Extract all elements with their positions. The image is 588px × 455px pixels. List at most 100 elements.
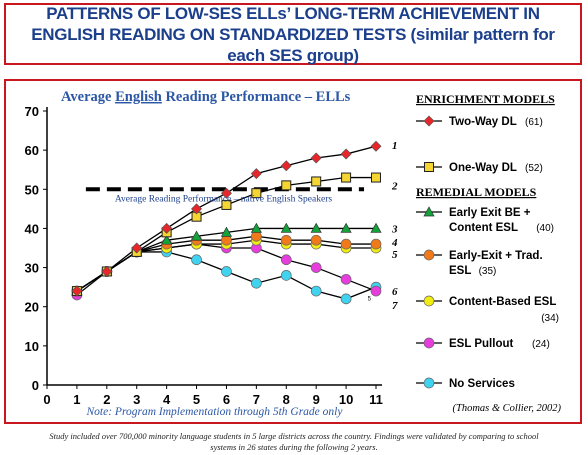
- data-point: [280, 234, 292, 246]
- small-label: 5: [368, 296, 372, 302]
- data-point: [370, 285, 382, 297]
- legend-label-line: Content ESL: [449, 222, 518, 234]
- page-title: PATTERNS OF LOW-SES ELLs’ LONG-TERM ACHI…: [31, 3, 555, 65]
- data-point: [220, 187, 232, 199]
- x-tick-label: 9: [313, 392, 320, 407]
- x-tick-label: 8: [283, 392, 290, 407]
- implementation-note: Note: Program Implementation through 5th…: [86, 406, 344, 418]
- legend-label: Early Exit BE + Content ESL: [449, 207, 531, 234]
- y-tick-label: 0: [32, 378, 39, 393]
- rank-label: 5: [392, 249, 398, 261]
- y-tick-label: 30: [25, 261, 39, 276]
- reference-line-label: Average Reading Performance – native Eng…: [115, 193, 332, 204]
- x-tick-label: 7: [253, 392, 260, 407]
- x-tick-label: 10: [339, 392, 353, 407]
- legend-label-line: ESL Pullout: [449, 338, 513, 350]
- chart-title-part: English: [115, 89, 162, 105]
- study-footnote: Study included over 700,000 minority lan…: [49, 431, 539, 452]
- chart-panel: Average English Reading Performance – EL…: [4, 79, 582, 424]
- data-point: [251, 277, 262, 289]
- data-point: [250, 222, 262, 233]
- x-tick-label: 3: [133, 392, 140, 407]
- data-point: [190, 230, 203, 241]
- x-tick-label: 11: [369, 392, 383, 407]
- data-point: [310, 262, 322, 273]
- y-tick-label: 20: [25, 300, 39, 315]
- data-point: [131, 242, 143, 254]
- data-point: [161, 234, 173, 245]
- data-point: [370, 238, 382, 250]
- chart-title-part: Average: [61, 89, 115, 105]
- chart-title-part: Reading Performance – ELLs: [162, 89, 351, 105]
- legend-label: Early-Exit + Trad. ESL: [449, 250, 543, 277]
- data-point: [281, 180, 292, 191]
- x-tick-label: 5: [193, 392, 200, 407]
- y-tick-label: 10: [25, 339, 39, 354]
- title-banner: PATTERNS OF LOW-SES ELLs’ LONG-TERM ACHI…: [4, 3, 582, 65]
- data-point: [371, 172, 381, 183]
- legend-label-line: Two-Way DL: [449, 116, 517, 128]
- legend-label-line: One-Way DL: [449, 162, 517, 174]
- data-point: [340, 273, 352, 285]
- legend-label: One-Way DL: [449, 162, 517, 174]
- data-point: [280, 270, 292, 281]
- y-tick-label: 70: [25, 104, 39, 119]
- legend-label-line: Early-Exit + Trad.: [449, 250, 543, 262]
- data-point: [341, 172, 352, 183]
- data-point: [280, 222, 292, 233]
- data-point: [221, 199, 232, 210]
- legend-label: Content-Based ESL: [449, 296, 556, 308]
- rank-label: 3: [391, 223, 398, 235]
- legend-count: (52): [525, 163, 543, 174]
- data-point: [101, 265, 113, 277]
- data-point: [310, 234, 322, 246]
- rank-label: 2: [391, 180, 398, 192]
- y-tick-label: 50: [25, 182, 39, 197]
- data-point: [370, 222, 382, 233]
- x-tick-label: 0: [43, 392, 50, 407]
- legend-marker: [423, 115, 435, 127]
- data-point: [370, 140, 382, 152]
- chart-title: Average English Reading Performance – EL…: [61, 89, 351, 105]
- rank-label: 4: [391, 237, 398, 249]
- data-point: [220, 226, 233, 237]
- legend-marker: [423, 206, 435, 217]
- data-point: [71, 285, 83, 297]
- rank-label: 1: [392, 140, 398, 152]
- data-point: [250, 168, 262, 180]
- legend-marker: [424, 162, 434, 172]
- legend-label: ESL Pullout: [449, 338, 513, 350]
- reading-performance-chart: Average English Reading Performance – EL…: [25, 89, 562, 418]
- citation: (Thomas & Collier, 2002): [452, 403, 561, 414]
- data-point: [251, 188, 262, 199]
- data-point: [340, 238, 352, 250]
- data-point: [310, 152, 322, 164]
- y-tick-label: 60: [25, 143, 39, 158]
- data-point: [191, 254, 202, 266]
- data-point: [280, 254, 292, 266]
- legend-heading-enrichment: ENRICHMENT MODELS: [416, 92, 555, 106]
- data-point: [310, 285, 322, 297]
- data-point: [280, 160, 292, 172]
- x-tick-label: 6: [223, 392, 230, 407]
- legend-marker: [423, 377, 435, 389]
- legend-label-line: Early Exit BE +: [449, 207, 531, 219]
- legend-label-line: Content-Based ESL: [449, 296, 556, 308]
- legend-count: (40): [536, 223, 554, 234]
- legend-count: (34): [541, 313, 559, 324]
- data-point: [340, 293, 352, 305]
- data-point: [221, 266, 232, 277]
- x-tick-label: 4: [163, 392, 171, 407]
- x-tick-label: 2: [103, 392, 110, 407]
- y-tick-label: 40: [25, 221, 39, 236]
- legend-marker: [423, 337, 435, 349]
- legend-count: (61): [525, 117, 543, 128]
- legend-marker: [423, 295, 435, 307]
- legend-label: No Services: [449, 378, 515, 390]
- data-point: [161, 222, 173, 234]
- legend-count: (24): [532, 339, 550, 350]
- rank-label: 7: [392, 300, 398, 312]
- legend-label: Two-Way DL: [449, 116, 517, 128]
- data-point: [311, 176, 322, 187]
- legend-label-line: No Services: [449, 378, 515, 390]
